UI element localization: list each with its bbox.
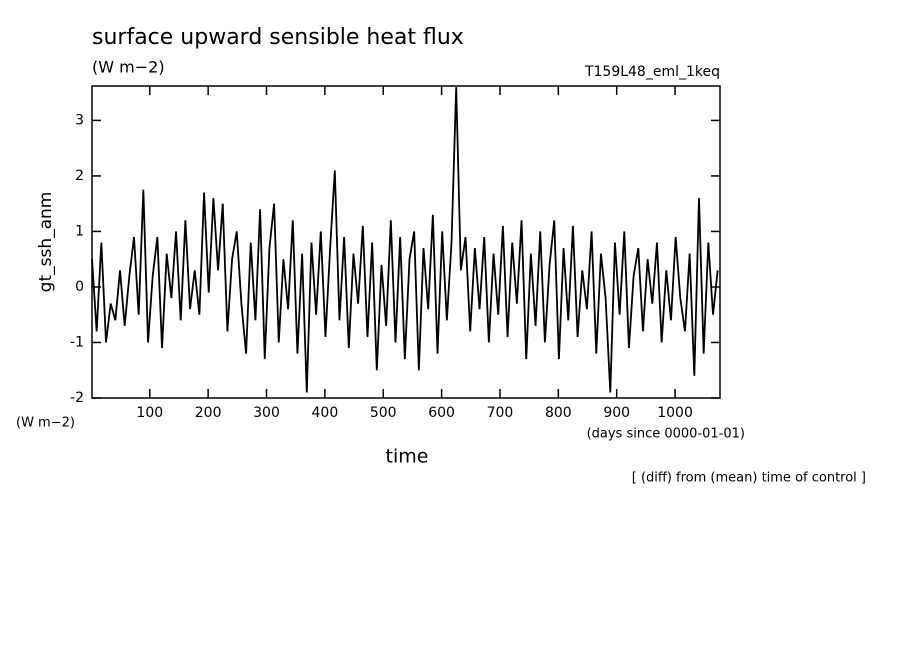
x-tick-label: 600: [428, 405, 455, 421]
x-tick-label: 400: [312, 405, 339, 421]
y-tick-label: 1: [75, 223, 84, 239]
x-unit: (days since 0000-01-01): [587, 427, 745, 442]
x-tick-label: 700: [487, 405, 514, 421]
annotation: T159L48_eml_1keq: [584, 64, 720, 80]
y-tick-label: 2: [75, 168, 84, 184]
subtitle: (W m−2): [92, 58, 165, 77]
y-tick-label: 0: [75, 279, 84, 295]
x-tick-label: 500: [370, 405, 397, 421]
x-tick-label: 300: [253, 405, 280, 421]
y-tick-label: -2: [70, 390, 84, 406]
chart-title: surface upward sensible heat flux: [92, 25, 464, 50]
plot-frame: [91, 85, 721, 399]
x-tick-label: 800: [545, 405, 572, 421]
footnote: [ (diff) from (mean) time of control ]: [632, 471, 866, 486]
x-tick-label: 1000: [657, 405, 693, 421]
y-tick-label: 3: [75, 112, 84, 128]
x-tick-label: 100: [136, 405, 163, 421]
x-tick-label: 200: [195, 405, 222, 421]
x-axis-label: time: [386, 446, 429, 468]
y-axis-label: gt_ssh_anm: [36, 192, 56, 293]
data-line: [91, 87, 719, 393]
x-tick-label: 900: [603, 405, 630, 421]
y-unit: (W m−2): [16, 416, 75, 431]
y-tick-label: -1: [70, 334, 84, 350]
